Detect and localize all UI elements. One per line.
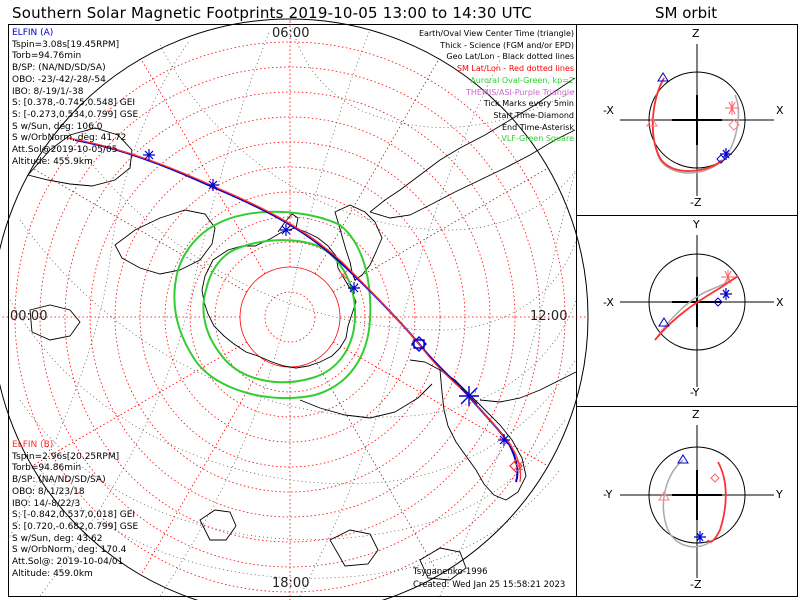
yz-top-label: Z	[692, 408, 700, 421]
legend: Earth/Oval View Center Time (triangle) T…	[419, 28, 574, 145]
legend-item: SM Lat/Lon - Red dotted lines	[456, 64, 574, 74]
globe-limb	[0, 18, 589, 600]
elfin-a-line: B/SP: (NA/ND/SD/SA)	[12, 63, 106, 74]
sm-orbit-xy-panel	[620, 235, 774, 387]
legend-item: Geo Lat/Lon - Black dotted lines	[446, 52, 574, 62]
elfin-a-line: IBO: 8/-19/1/-38	[12, 86, 84, 97]
elfin-b-line: IBO: 14/-8/22/3	[12, 498, 81, 509]
legend-item: Start Time-Diamond	[493, 110, 574, 120]
created-timestamp: Created: Wed Jan 25 15:58:21 2023	[413, 580, 566, 590]
sm-lon-line	[141, 59, 266, 274]
elfin-b-line: S: [0.720,-0.682,0.799] GSE	[12, 521, 139, 532]
sm-lon-line	[32, 341, 247, 466]
elfin-b-name: ELFIN (B)	[12, 440, 54, 450]
elfin-a-line: S: [0.378,-0.745,0.548] GEI	[12, 98, 136, 109]
elfin-b-line: S: [-0.842,0.537,0.018] GEI	[12, 510, 136, 521]
legend-item: THEMIS/ASI-Purple Triangle	[465, 87, 574, 97]
legend-item: Earth/Oval View Center Time (triangle)	[418, 29, 574, 38]
mlt-12-label: 12:00	[530, 309, 568, 324]
sm-lon-line	[32, 168, 247, 293]
elfin-b-info: ELFIN (B) Tspin=2.96s[20.25RPM] Torb=94.…	[12, 440, 138, 580]
elfin-b-start-diamond	[509, 459, 523, 473]
elfin-a-line: Altitude: 455.9km	[12, 156, 93, 167]
legend-item: Tick Marks every 5min	[483, 99, 574, 109]
elfin-a-track	[74, 139, 519, 483]
yz-bottom-label: -Z	[690, 578, 702, 591]
elfin-a-line: S: [-0.273,0.534,0.799] GSE	[12, 109, 139, 120]
coastlines	[27, 77, 577, 581]
sm-lon-line	[333, 168, 548, 293]
xy-bottom-label: -Y	[690, 386, 700, 399]
xy-top-label: Y	[693, 218, 700, 231]
elfin-b-line: OBO: 8/-1/23/18	[12, 486, 85, 497]
xz-right-label: X	[776, 104, 784, 117]
mlt-00-label: 00:00	[10, 309, 48, 324]
sm-lon-line	[314, 360, 439, 575]
elfin-b-line: Att.Sol@: 2019-10-04/01	[12, 557, 124, 568]
elfin-b-tick-marks	[338, 270, 523, 471]
xy-right-label: X	[776, 296, 784, 309]
mlt-18-label: 18:00	[272, 576, 310, 591]
legend-item: Auroral Oval-Green, kp=2	[470, 75, 574, 85]
sm-lon-line	[314, 59, 439, 274]
xz-left-label: -X	[603, 104, 614, 117]
auroral-oval	[173, 210, 372, 399]
sm-60-lat-circle	[239, 266, 341, 368]
elfin-a-line: S w/Sun, deg: 106.0	[12, 121, 103, 132]
elfin-a-end-asterisk	[459, 386, 479, 406]
elfin-a-line: S w/OrbNorm, deg: 41.72	[12, 133, 127, 144]
mlt-06-label: 06:00	[272, 26, 310, 41]
elfin-b-line: Tspin=2.96s[20.25RPM]	[12, 451, 120, 462]
sm-orbit-xz-panel	[620, 44, 774, 196]
elfin-a-tick-marks	[143, 149, 510, 446]
elfin-a-start-diamond	[411, 336, 427, 352]
elfin-a-name: ELFIN (A)	[12, 28, 54, 38]
plot-title: Southern Solar Magnetic Footprints 2019-…	[12, 4, 532, 22]
elfin-b-line: S w/Sun, deg: 43.62	[12, 533, 103, 544]
sm-orbit-title: SM orbit	[655, 4, 718, 22]
elfin-b-line: Altitude: 459.0km	[12, 568, 93, 579]
elfin-b-track	[67, 137, 522, 483]
legend-item: VLF-Green Square	[501, 134, 574, 144]
xz-top-label: Z	[692, 27, 700, 40]
elfin-a-line: Att.Sol@2019-10-05/05	[12, 145, 118, 156]
model-credit: Tsyganenko-1996	[413, 567, 488, 577]
sm-lon-line	[141, 360, 266, 575]
elfin-a-line: OBO: -23/-42/-28/-54	[12, 74, 106, 85]
legend-item: Thick - Science (FGM and/or EPD)	[440, 40, 574, 50]
elfin-a-line: Torb=94.76min	[12, 51, 82, 62]
sm-lon-line	[333, 341, 548, 466]
xz-bottom-label: -Z	[690, 196, 702, 209]
elfin-a-line: Tspin=3.08s[19.45RPM]	[12, 39, 120, 50]
elfin-a-info: ELFIN (A) Tspin=3.08s[19.45RPM] Torb=94.…	[12, 28, 138, 168]
yz-left-label: -Y	[603, 488, 613, 501]
elfin-b-line: Torb=94.86min	[12, 463, 82, 474]
elfin-b-line: S w/OrbNorm, deg: 170.4	[12, 545, 127, 556]
yz-right-label: Y	[776, 488, 783, 501]
sm-orbit-yz-panel	[620, 425, 774, 578]
legend-item: End Time-Asterisk	[501, 122, 574, 132]
xy-left-label: -X	[603, 296, 614, 309]
elfin-b-line: B/SP: (NA/ND/SD/SA)	[12, 475, 106, 486]
